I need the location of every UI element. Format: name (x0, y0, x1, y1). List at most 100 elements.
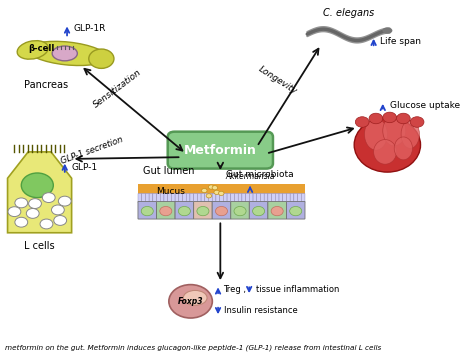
FancyBboxPatch shape (242, 193, 246, 203)
FancyBboxPatch shape (272, 193, 275, 203)
Circle shape (8, 207, 21, 217)
FancyBboxPatch shape (223, 193, 227, 203)
Circle shape (383, 112, 397, 123)
FancyBboxPatch shape (290, 193, 294, 203)
Text: metformin on the gut. Metformin induces glucagon-like peptide-1 (GLP-1) release : metformin on the gut. Metformin induces … (5, 344, 382, 351)
Circle shape (54, 216, 66, 225)
Text: Treg ,: Treg , (224, 285, 246, 294)
Circle shape (21, 173, 53, 198)
Text: Akkermansia: Akkermansia (225, 172, 275, 181)
Circle shape (201, 189, 207, 193)
FancyBboxPatch shape (205, 193, 209, 203)
Ellipse shape (354, 118, 420, 172)
FancyBboxPatch shape (246, 193, 249, 203)
FancyBboxPatch shape (168, 193, 171, 203)
Ellipse shape (394, 137, 412, 160)
FancyBboxPatch shape (286, 202, 305, 219)
FancyBboxPatch shape (294, 193, 298, 203)
FancyBboxPatch shape (182, 193, 186, 203)
Text: Pancreas: Pancreas (24, 80, 69, 90)
FancyBboxPatch shape (197, 193, 201, 203)
FancyBboxPatch shape (231, 193, 235, 203)
Circle shape (52, 205, 64, 215)
FancyBboxPatch shape (138, 193, 142, 203)
FancyBboxPatch shape (301, 193, 305, 203)
FancyBboxPatch shape (156, 193, 160, 203)
Circle shape (58, 196, 71, 206)
Ellipse shape (169, 285, 212, 318)
FancyBboxPatch shape (216, 193, 219, 203)
Text: Insulin resistance: Insulin resistance (224, 306, 297, 315)
FancyBboxPatch shape (175, 193, 179, 203)
FancyBboxPatch shape (142, 193, 146, 203)
FancyBboxPatch shape (261, 193, 264, 203)
Text: C. elegans: C. elegans (323, 8, 374, 18)
Circle shape (40, 219, 53, 229)
FancyBboxPatch shape (194, 202, 212, 219)
FancyBboxPatch shape (264, 193, 268, 203)
FancyBboxPatch shape (268, 202, 286, 219)
FancyBboxPatch shape (212, 193, 216, 203)
Ellipse shape (17, 41, 48, 59)
FancyBboxPatch shape (209, 193, 212, 203)
FancyBboxPatch shape (164, 193, 168, 203)
FancyBboxPatch shape (268, 193, 272, 203)
Ellipse shape (141, 207, 153, 216)
Text: Longevity: Longevity (256, 64, 299, 96)
FancyBboxPatch shape (153, 193, 156, 203)
FancyBboxPatch shape (138, 184, 305, 203)
Circle shape (214, 190, 219, 195)
Ellipse shape (197, 207, 209, 216)
Ellipse shape (160, 207, 172, 216)
Circle shape (42, 193, 55, 203)
Ellipse shape (89, 49, 114, 68)
FancyBboxPatch shape (201, 193, 205, 203)
Ellipse shape (383, 116, 406, 146)
Text: GLP-1 secretion: GLP-1 secretion (60, 135, 125, 166)
Ellipse shape (365, 119, 387, 150)
Circle shape (410, 117, 424, 127)
FancyBboxPatch shape (235, 193, 238, 203)
Text: Gut lumen: Gut lumen (143, 167, 194, 176)
Ellipse shape (383, 28, 392, 34)
FancyBboxPatch shape (212, 202, 231, 219)
FancyBboxPatch shape (149, 193, 153, 203)
Ellipse shape (178, 207, 191, 216)
Circle shape (15, 198, 27, 208)
FancyBboxPatch shape (179, 193, 182, 203)
Circle shape (27, 209, 39, 219)
FancyBboxPatch shape (219, 193, 223, 203)
Text: L cells: L cells (24, 241, 55, 251)
Circle shape (369, 113, 383, 124)
Ellipse shape (52, 46, 77, 61)
Text: Glucose uptake: Glucose uptake (390, 101, 460, 110)
Circle shape (206, 194, 212, 198)
FancyBboxPatch shape (257, 193, 260, 203)
Text: Life span: Life span (381, 37, 421, 46)
Text: tissue inflammation: tissue inflammation (255, 285, 339, 294)
FancyBboxPatch shape (231, 202, 249, 219)
FancyBboxPatch shape (286, 193, 290, 203)
FancyBboxPatch shape (249, 202, 268, 219)
Ellipse shape (401, 120, 419, 148)
Text: Sensitization: Sensitization (91, 68, 143, 109)
Ellipse shape (234, 207, 246, 216)
FancyBboxPatch shape (275, 193, 279, 203)
Polygon shape (8, 152, 72, 233)
FancyBboxPatch shape (186, 193, 190, 203)
Ellipse shape (271, 207, 283, 216)
Circle shape (219, 191, 224, 196)
FancyBboxPatch shape (253, 193, 257, 203)
Circle shape (356, 117, 369, 127)
FancyBboxPatch shape (227, 193, 231, 203)
Ellipse shape (27, 41, 107, 66)
Ellipse shape (290, 207, 302, 216)
Circle shape (209, 185, 214, 189)
FancyBboxPatch shape (298, 193, 301, 203)
Text: GLP-1R: GLP-1R (74, 24, 106, 33)
Text: Foxp3: Foxp3 (178, 297, 203, 306)
FancyBboxPatch shape (175, 202, 194, 219)
Text: β-cell: β-cell (28, 44, 55, 53)
Text: Mucus: Mucus (156, 187, 185, 197)
FancyBboxPatch shape (283, 193, 286, 203)
